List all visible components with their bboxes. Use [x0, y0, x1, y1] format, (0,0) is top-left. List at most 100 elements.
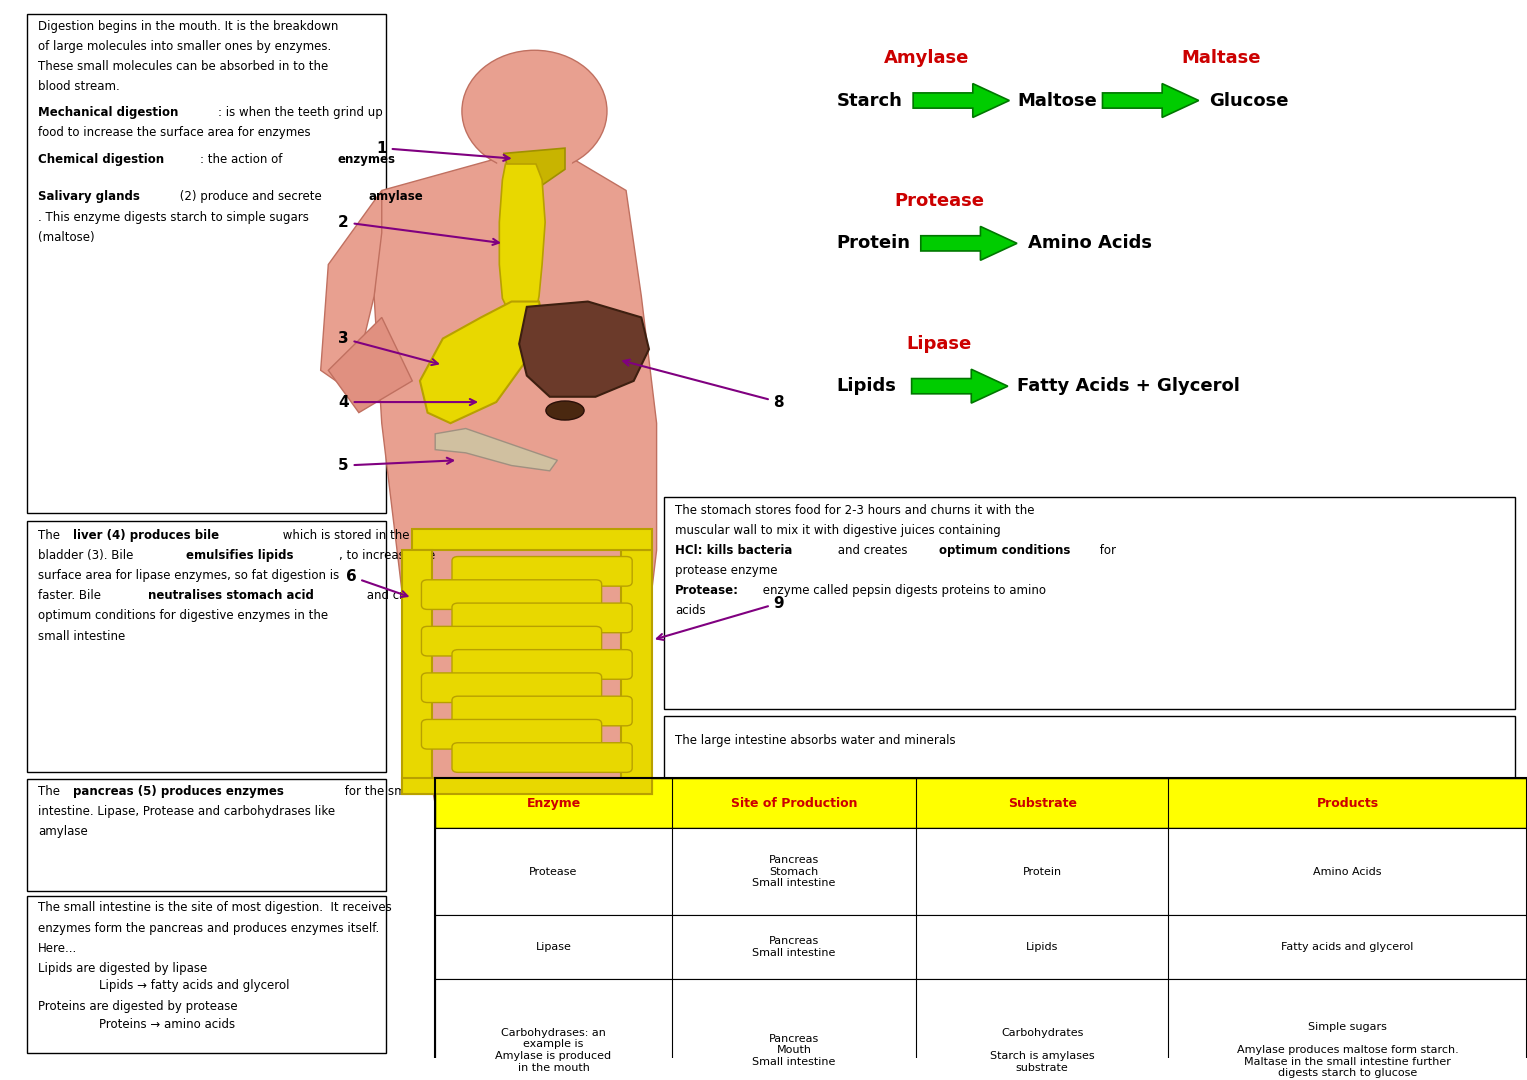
- Text: Chemical digestion: Chemical digestion: [38, 153, 165, 166]
- Text: Enzyme: Enzyme: [527, 797, 580, 810]
- Text: 1: 1: [377, 140, 510, 161]
- Text: : is when the teeth grind up: : is when the teeth grind up: [218, 106, 383, 119]
- Text: Amylase: Amylase: [884, 50, 970, 67]
- Text: Carbohydrates

Starch is amylases
substrate: Carbohydrates Starch is amylases substra…: [989, 1028, 1095, 1072]
- Text: and creates: and creates: [363, 590, 437, 603]
- Text: bladder (3). Bile: bladder (3). Bile: [38, 549, 137, 562]
- Text: pancreas (5) produces enzymes: pancreas (5) produces enzymes: [73, 785, 284, 798]
- Text: Protein: Protein: [1023, 867, 1061, 877]
- Text: muscular wall to mix it with digestive juices containing: muscular wall to mix it with digestive j…: [675, 524, 1000, 537]
- Text: of large molecules into smaller ones by enzymes.: of large molecules into smaller ones by …: [38, 40, 331, 53]
- FancyBboxPatch shape: [435, 978, 1527, 1080]
- Text: enzymes form the pancreas and produces enzymes itself.: enzymes form the pancreas and produces e…: [38, 921, 379, 934]
- Text: (maltose): (maltose): [38, 231, 95, 244]
- Text: food to increase the surface area for enzymes: food to increase the surface area for en…: [38, 126, 312, 139]
- Text: Fatty Acids + Glycerol: Fatty Acids + Glycerol: [1017, 377, 1240, 395]
- Text: 2: 2: [337, 215, 499, 245]
- Polygon shape: [402, 550, 432, 794]
- Text: Amino Acids: Amino Acids: [1313, 867, 1382, 877]
- Text: small intestine: small intestine: [38, 630, 125, 643]
- Text: Starch: Starch: [837, 92, 902, 109]
- Polygon shape: [913, 83, 1009, 118]
- Text: neutralises stomach acid: neutralises stomach acid: [148, 590, 315, 603]
- Text: (2) produce and secrete: (2) produce and secrete: [176, 190, 325, 203]
- Text: which is stored in the gall: which is stored in the gall: [279, 529, 435, 542]
- Polygon shape: [621, 550, 652, 794]
- Text: Lipids: Lipids: [837, 377, 896, 395]
- Text: Site of Production: Site of Production: [731, 797, 857, 810]
- Text: Protease: Protease: [530, 867, 577, 877]
- Text: HCl: kills bacteria: HCl: kills bacteria: [675, 544, 793, 557]
- FancyBboxPatch shape: [421, 626, 602, 656]
- Text: The stomach stores food for 2-3 hours and churns it with the: The stomach stores food for 2-3 hours an…: [675, 503, 1034, 516]
- Polygon shape: [519, 301, 649, 396]
- Polygon shape: [912, 369, 1008, 403]
- Text: enzymes: enzymes: [337, 153, 395, 166]
- Polygon shape: [504, 148, 565, 185]
- FancyBboxPatch shape: [421, 580, 602, 609]
- FancyBboxPatch shape: [27, 779, 386, 891]
- Text: Carbohydrases: an
example is
Amylase is produced
in the mouth: Carbohydrases: an example is Amylase is …: [495, 1028, 612, 1072]
- FancyBboxPatch shape: [421, 719, 602, 750]
- Polygon shape: [496, 157, 573, 172]
- Polygon shape: [921, 227, 1017, 260]
- Text: Lipids are digested by lipase: Lipids are digested by lipase: [38, 962, 208, 975]
- Text: surface area for lipase enzymes, so fat digestion is: surface area for lipase enzymes, so fat …: [38, 569, 339, 582]
- Text: Simple sugars

Amylase produces maltose form starch.
Maltase in the small intest: Simple sugars Amylase produces maltose f…: [1237, 1022, 1458, 1078]
- Text: 5: 5: [339, 458, 454, 473]
- Text: Pancreas
Small intestine: Pancreas Small intestine: [753, 936, 835, 958]
- Text: Mechanical digestion: Mechanical digestion: [38, 106, 179, 119]
- Text: liver (4) produces bile: liver (4) produces bile: [73, 529, 220, 542]
- Text: The small intestine is the site of most digestion.  It receives: The small intestine is the site of most …: [38, 902, 392, 915]
- Text: The: The: [38, 785, 64, 798]
- Text: for the small: for the small: [341, 785, 418, 798]
- Text: . This enzyme digests starch to simple sugars: . This enzyme digests starch to simple s…: [38, 211, 308, 224]
- Text: acids: acids: [675, 604, 705, 617]
- Text: enzyme called pepsin digests proteins to amino: enzyme called pepsin digests proteins to…: [759, 584, 1046, 597]
- FancyBboxPatch shape: [664, 716, 1515, 778]
- Polygon shape: [328, 318, 412, 413]
- Text: Maltose: Maltose: [1017, 92, 1096, 109]
- Text: The: The: [38, 529, 64, 542]
- Polygon shape: [402, 778, 652, 794]
- Text: Lipids → fatty acids and glycerol: Lipids → fatty acids and glycerol: [99, 978, 290, 991]
- Text: Lipids: Lipids: [1026, 942, 1058, 951]
- Text: Glucose: Glucose: [1209, 92, 1289, 109]
- Polygon shape: [321, 190, 382, 391]
- Text: 9: 9: [657, 595, 783, 639]
- FancyBboxPatch shape: [27, 896, 386, 1053]
- Text: The large intestine absorbs water and minerals: The large intestine absorbs water and mi…: [675, 734, 956, 747]
- Text: Protein: Protein: [837, 234, 910, 253]
- Ellipse shape: [547, 401, 583, 420]
- Text: Substrate: Substrate: [1008, 797, 1077, 810]
- Text: , to increase the: , to increase the: [339, 549, 435, 562]
- Text: Fatty acids and glycerol: Fatty acids and glycerol: [1281, 942, 1414, 951]
- Text: blood stream.: blood stream.: [38, 80, 121, 93]
- Text: : the action of: : the action of: [200, 153, 286, 166]
- Polygon shape: [420, 301, 542, 423]
- Text: 3: 3: [339, 332, 438, 365]
- Text: Proteins → amino acids: Proteins → amino acids: [99, 1017, 235, 1030]
- Text: Here...: Here...: [38, 942, 78, 955]
- FancyBboxPatch shape: [452, 603, 632, 633]
- Text: amylase: amylase: [38, 825, 89, 838]
- Text: Lipase: Lipase: [907, 335, 971, 353]
- FancyBboxPatch shape: [664, 497, 1515, 708]
- Text: Digestion begins in the mouth. It is the breakdown: Digestion begins in the mouth. It is the…: [38, 21, 339, 33]
- FancyBboxPatch shape: [435, 828, 1527, 915]
- Text: These small molecules can be absorbed in to the: These small molecules can be absorbed in…: [38, 60, 328, 73]
- Text: Pancreas
Stomach
Small intestine: Pancreas Stomach Small intestine: [753, 855, 835, 889]
- FancyBboxPatch shape: [435, 778, 1527, 828]
- Text: intestine. Lipase, Protease and carbohydrases like: intestine. Lipase, Protease and carbohyd…: [38, 806, 336, 819]
- Text: for: for: [1096, 544, 1116, 557]
- FancyBboxPatch shape: [435, 915, 1527, 978]
- Text: Maltase: Maltase: [1182, 50, 1261, 67]
- FancyBboxPatch shape: [452, 556, 632, 586]
- Text: protease enzyme: protease enzyme: [675, 564, 777, 577]
- Text: 4: 4: [339, 394, 476, 409]
- FancyBboxPatch shape: [452, 697, 632, 726]
- Text: emulsifies lipids: emulsifies lipids: [186, 549, 293, 562]
- Text: amylase: amylase: [368, 190, 423, 203]
- FancyBboxPatch shape: [27, 14, 386, 513]
- Polygon shape: [412, 529, 652, 550]
